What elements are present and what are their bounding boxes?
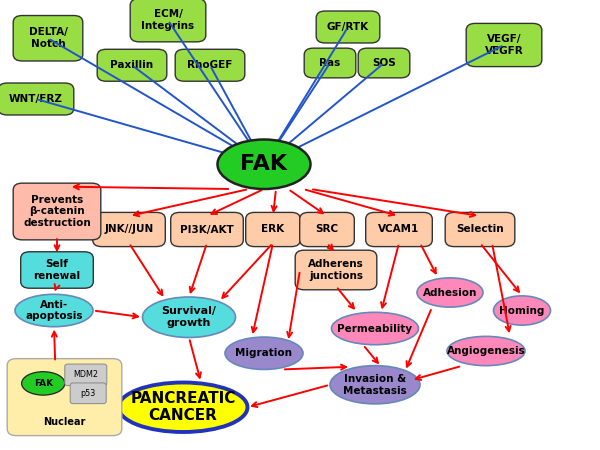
FancyBboxPatch shape [70, 383, 106, 404]
Text: MDM2: MDM2 [73, 370, 98, 379]
Text: Survival/
growth: Survival/ growth [161, 306, 217, 328]
Text: VCAM1: VCAM1 [379, 225, 419, 234]
Text: ERK: ERK [262, 225, 284, 234]
Text: Anti-
apoptosis: Anti- apoptosis [25, 300, 83, 321]
Ellipse shape [417, 278, 483, 307]
Text: Self
renewal: Self renewal [34, 259, 80, 281]
FancyBboxPatch shape [7, 359, 122, 436]
Text: Permeability: Permeability [337, 324, 413, 333]
Text: DELTA/
Notch: DELTA/ Notch [29, 27, 67, 49]
Text: GF/RTK: GF/RTK [327, 22, 369, 32]
FancyBboxPatch shape [130, 0, 206, 42]
Text: Ras: Ras [319, 58, 341, 68]
Ellipse shape [119, 382, 248, 432]
Ellipse shape [22, 372, 65, 395]
Text: FAK: FAK [34, 379, 53, 388]
FancyBboxPatch shape [175, 49, 245, 81]
Text: Homing: Homing [499, 306, 545, 315]
Text: ECM/
Integrins: ECM/ Integrins [142, 9, 194, 31]
Ellipse shape [143, 297, 235, 338]
Text: Nuclear: Nuclear [43, 417, 86, 427]
Ellipse shape [447, 337, 525, 365]
FancyBboxPatch shape [21, 252, 94, 288]
Text: p53: p53 [80, 389, 96, 398]
FancyBboxPatch shape [300, 212, 354, 247]
FancyBboxPatch shape [304, 48, 356, 78]
Text: PANCREATIC
CANCER: PANCREATIC CANCER [130, 391, 236, 423]
Text: Adherens
junctions: Adherens junctions [308, 259, 364, 281]
Ellipse shape [225, 337, 303, 369]
Text: RhoGEF: RhoGEF [187, 60, 233, 70]
Text: Selectin: Selectin [456, 225, 504, 234]
Ellipse shape [331, 312, 419, 345]
Text: Adhesion: Adhesion [423, 288, 477, 297]
FancyBboxPatch shape [13, 15, 83, 61]
Text: SRC: SRC [316, 225, 338, 234]
Text: SOS: SOS [372, 58, 396, 68]
FancyBboxPatch shape [316, 11, 380, 43]
Text: FAK: FAK [241, 154, 287, 174]
FancyBboxPatch shape [13, 183, 101, 240]
FancyBboxPatch shape [170, 212, 244, 247]
FancyBboxPatch shape [466, 23, 542, 67]
Text: PI3K/AKT: PI3K/AKT [180, 225, 234, 234]
Ellipse shape [218, 140, 311, 189]
FancyBboxPatch shape [295, 250, 377, 290]
Ellipse shape [330, 365, 420, 404]
Text: Migration: Migration [235, 348, 293, 358]
FancyBboxPatch shape [93, 212, 165, 247]
Text: WNT/FRZ: WNT/FRZ [9, 94, 63, 104]
Text: Invasion &
Metastasis: Invasion & Metastasis [343, 374, 407, 396]
Text: VEGF/
VEGFR: VEGF/ VEGFR [485, 34, 523, 56]
FancyBboxPatch shape [445, 212, 515, 247]
FancyBboxPatch shape [0, 83, 74, 115]
Text: Angiogenesis: Angiogenesis [446, 346, 526, 356]
Text: Paxillin: Paxillin [110, 60, 154, 70]
FancyBboxPatch shape [366, 212, 432, 247]
Text: JNK//JUN: JNK//JUN [104, 225, 154, 234]
FancyBboxPatch shape [358, 48, 410, 78]
FancyBboxPatch shape [65, 364, 107, 386]
FancyBboxPatch shape [246, 212, 301, 247]
FancyBboxPatch shape [97, 49, 167, 81]
Text: Prevents
β-catenin
destruction: Prevents β-catenin destruction [23, 195, 91, 228]
Ellipse shape [15, 294, 93, 327]
Ellipse shape [493, 296, 551, 325]
